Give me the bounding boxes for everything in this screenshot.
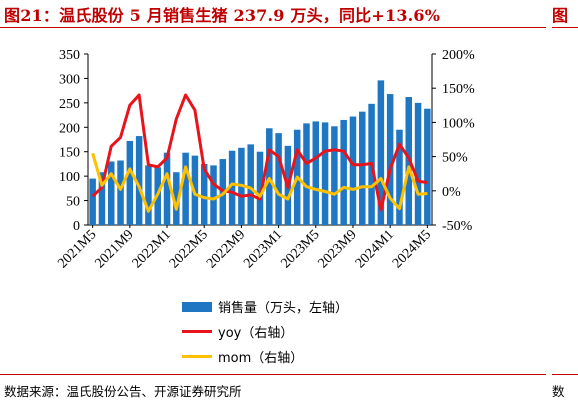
figure-title: 图21：温氏股份 5 月销售生猪 237.9 万头，同比+13.6% [4,6,441,25]
x-tick-label: 2024M1 [353,227,397,271]
bar-sales [340,119,347,225]
legend-item-yoy: yoy（右轴） [182,319,348,344]
source-note: 数据来源：温氏股份公告、开源证券研究所 [4,384,242,399]
legend-label-sales: 销售量（万头，左轴） [218,301,349,316]
x-tick-label: 2022M1 [130,227,174,271]
bar-sales [256,151,264,225]
left-tick-label: 150 [59,146,80,161]
bar-sales [200,163,208,225]
left-tick-label: 50 [66,195,80,210]
line-mom [91,152,428,213]
left-tick-label: 250 [59,97,80,112]
x-tick-label: 2023M9 [316,227,360,271]
source-rule [0,374,546,375]
bar-sales [247,144,254,225]
right-tick-label: -50% [442,219,473,234]
bar-sales [126,140,134,225]
x-tick-label: 2021M9 [93,227,137,271]
x-tick-label: 2023M1 [241,227,285,271]
bar-sales [386,94,394,225]
right-tick-label: 150% [442,82,475,97]
legend-swatch-mom [182,355,212,358]
bar-sales [98,172,106,225]
x-tick-label: 2022M9 [204,227,248,271]
right-tick-label: 100% [442,116,475,131]
line-yoy [91,93,428,212]
chart: 0 50 100 150 200 250 300 350 -50% 0% 50% 100% 150% 20… [55,48,475,271]
bar-sales [182,152,189,225]
legend-swatch-yoy [182,330,212,333]
bar-sales [359,111,366,225]
bar-sales [414,102,422,225]
bar-sales [303,123,310,225]
bar-sales [228,150,236,225]
bar-sales [107,161,115,225]
right-tick-label: 0% [442,185,461,200]
legend-item-sales: 销售量（万头，左轴） [182,294,348,319]
bar-sales [117,160,124,225]
next-figure-title-fragment: 图 [552,6,569,25]
bar-sales [377,80,385,225]
left-tick-label: 350 [59,48,80,63]
bar-sales [321,122,329,225]
right-tick-label: 200% [442,48,475,63]
bar-sales [275,133,282,225]
bar-sales [266,128,273,225]
legend-swatch-sales [182,301,212,312]
next-source-rule [552,374,578,375]
bar-sales [173,172,180,225]
left-tick-label: 300 [59,72,80,87]
title-rule [0,27,546,28]
x-tick-label: 2022M5 [167,227,211,271]
bar-sales [145,165,152,225]
bar-sales [89,178,96,225]
bar-sales [396,129,403,225]
legend-item-mom: mom（右轴） [182,344,348,369]
legend: 销售量（万头，左轴） yoy（右轴） mom（右轴） [182,294,348,369]
bar-sales [349,116,357,225]
bar-sales [331,126,338,225]
left-tick-label: 0 [73,219,80,234]
bar-sales [312,121,320,225]
bar-sales [210,165,217,225]
legend-label-mom: mom（右轴） [218,351,304,366]
bar-sales [163,152,171,225]
right-tick-label: 50% [442,151,468,166]
x-tick-label: 2023M5 [278,227,322,271]
next-title-rule [552,27,578,28]
next-source-fragment: 数 [552,384,565,399]
legend-label-yoy: yoy（右轴） [218,326,294,341]
left-tick-label: 200 [59,121,80,136]
bar-sales [135,136,143,225]
bar-sales [424,108,431,225]
left-tick-label: 100 [59,170,80,185]
x-tick-label: 2024M5 [390,227,434,271]
